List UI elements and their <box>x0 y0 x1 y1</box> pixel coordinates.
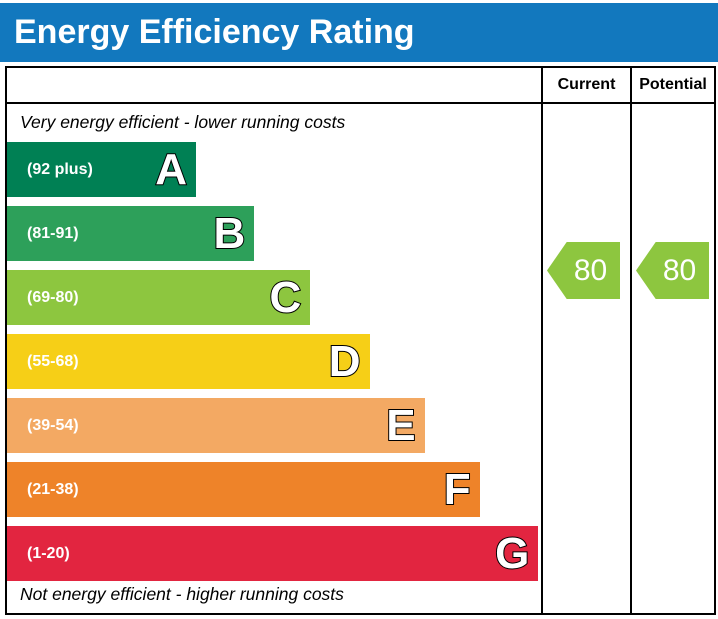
potential-rating-arrow: 80 <box>636 242 709 299</box>
band-letter: C <box>269 272 303 322</box>
band-letter: A <box>154 144 188 194</box>
empty-header-cell <box>7 68 541 102</box>
current-rating-arrow: 80 <box>547 242 620 299</box>
table-header-row: Current Potential <box>7 68 714 104</box>
band-range-label: (69-80) <box>27 288 79 306</box>
potential-column: 80 <box>630 104 714 613</box>
table-body-row: Very energy efficient - lower running co… <box>7 104 714 613</box>
page-title: Energy Efficiency Rating <box>14 13 415 51</box>
band-letter: G <box>494 528 530 578</box>
band-letter: D <box>328 336 362 386</box>
potential-column-header: Potential <box>630 68 714 102</box>
band-range-label: (39-54) <box>27 416 79 434</box>
band-range-label: (92 plus) <box>27 160 93 178</box>
band-a: (92 plus) A <box>7 142 197 197</box>
band-range-label: (81-91) <box>27 224 79 242</box>
rating-bands: (92 plus) A (81-91) B (69-80) C (55-68) D (39-54… <box>7 142 541 590</box>
epc-table: Current Potential Very energy efficient … <box>5 66 716 615</box>
band-range-label: (1-20) <box>27 544 70 562</box>
top-note: Very energy efficient - lower running co… <box>20 112 346 132</box>
current-rating-value: 80 <box>573 253 608 287</box>
band-letter: E <box>385 400 416 450</box>
band-range-label: (55-68) <box>27 352 79 370</box>
current-column-header: Current <box>541 68 630 102</box>
band-c: (69-80) C <box>7 270 311 325</box>
band-range-label: (21-38) <box>27 480 79 498</box>
band-d: (55-68) D <box>7 334 370 389</box>
potential-rating-value: 80 <box>662 253 697 287</box>
title-bar: Energy Efficiency Rating <box>0 3 718 62</box>
band-letter: B <box>212 208 246 258</box>
band-e: (39-54) E <box>7 398 425 453</box>
band-g: (1-20) G <box>7 526 539 581</box>
bottom-note: Not energy efficient - higher running co… <box>20 584 344 604</box>
current-column: 80 <box>541 104 630 613</box>
band-b: (81-91) B <box>7 206 255 261</box>
band-letter: F <box>443 464 472 514</box>
rating-chart-area: Very energy efficient - lower running co… <box>7 104 541 613</box>
band-f: (21-38) F <box>7 462 480 517</box>
